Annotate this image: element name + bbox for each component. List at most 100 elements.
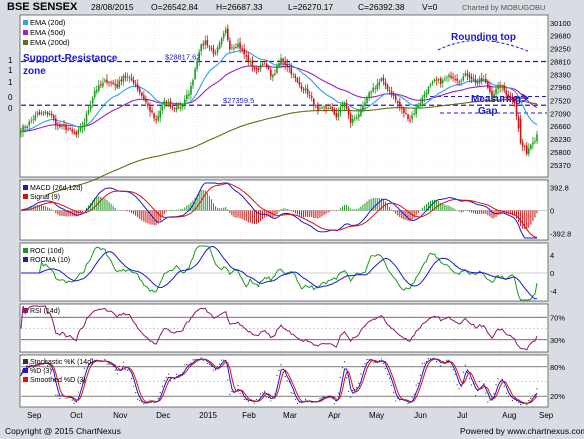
candle-body [132, 79, 135, 84]
candle-body [439, 78, 442, 84]
stochastic-k-dot [458, 388, 460, 390]
candle-body [98, 85, 100, 91]
stochastic-k-dot [57, 394, 59, 396]
candle-body [48, 113, 51, 115]
header-high: H=26687.33 [216, 2, 263, 12]
stochastic-k-dot [294, 398, 296, 401]
candle-body [239, 42, 241, 49]
stochastic-k-dot [305, 398, 307, 400]
stochastic-k-dot [417, 382, 419, 385]
candle-body [40, 113, 43, 114]
stochastic-k-dot [528, 399, 530, 402]
candle-body [134, 83, 137, 86]
stochastic-k-dot [65, 397, 67, 399]
candle-body [403, 108, 405, 113]
stochastic-k-dot [32, 366, 34, 368]
candle-body [401, 107, 403, 109]
candle-body [302, 89, 305, 91]
candle-body [192, 80, 194, 86]
indicator-tick-label: -4 [550, 287, 557, 296]
candle-body [405, 113, 407, 114]
legend-swatch [23, 368, 28, 373]
stochastic-k-dot [81, 380, 84, 382]
header-volume: V=0 [422, 2, 438, 12]
candle-body [100, 84, 102, 86]
candle-body [30, 120, 33, 122]
candle-body [392, 94, 395, 97]
stochastic-k-dot [167, 373, 170, 375]
stochastic-k-dot [206, 362, 208, 365]
candle-body [501, 86, 503, 88]
stochastic-k-dot [34, 363, 36, 365]
stochastic-k-dot [407, 402, 409, 405]
candle-body [337, 113, 340, 117]
stochastic-k-dot [470, 384, 473, 386]
candle-body [196, 61, 198, 70]
header-credit: Charted by MOBUGOBU [462, 3, 545, 12]
stochastic-k-dot [372, 361, 374, 363]
candle-body [386, 84, 389, 90]
x-tick-label: Aug [502, 411, 516, 420]
candle-body [145, 98, 147, 103]
legend-swatch [23, 30, 28, 35]
legend-entry: MACD (26d,12d) [30, 185, 83, 192]
candle-body [306, 88, 309, 94]
candle-body [456, 78, 458, 81]
indicator-tick-label: 20% [550, 392, 565, 401]
candle-body [534, 141, 536, 143]
candle-body [407, 114, 409, 120]
candle-body [296, 78, 299, 82]
stochastic-k-dot [143, 403, 145, 405]
stochastic-k-dot [202, 359, 204, 361]
candle-body [22, 125, 24, 132]
candle-body [470, 76, 473, 80]
indicator-tick-label: 4 [550, 251, 554, 260]
candle-body [212, 48, 215, 54]
candle-body [153, 113, 155, 119]
x-tick-label: May [369, 411, 384, 420]
candle-body [50, 113, 53, 116]
stochastic-k-dot [77, 391, 79, 393]
stochastic-k-dot [262, 392, 264, 394]
stochastic-k-dot [386, 373, 389, 375]
indicator-tick-label: -392.8 [550, 229, 571, 238]
stochastic-k-dot [241, 395, 243, 397]
candle-body [122, 76, 125, 82]
stochastic-k-dot [36, 361, 38, 363]
stochastic-k-dot [503, 385, 505, 387]
candle-body [91, 97, 94, 104]
stochastic-k-dot [44, 360, 47, 363]
stochastic-k-dot [184, 364, 186, 366]
price-tick-label: 27090 [550, 109, 571, 118]
candle-body [210, 47, 213, 49]
stochastic-k-dot [411, 396, 413, 399]
candle-body [423, 94, 426, 98]
candle-body [261, 63, 264, 65]
candle-body [171, 106, 174, 108]
stochastic-k-dot [83, 367, 86, 369]
candle-body [233, 47, 235, 49]
candle-body [124, 75, 127, 78]
stochastic-k-dot [419, 374, 421, 376]
stochastic-k-dot [368, 358, 370, 361]
stochastic-k-dot [157, 397, 159, 399]
stochastic-k-dot [468, 377, 471, 380]
candle-body [466, 73, 469, 76]
candle-body [489, 87, 491, 92]
stochastic-k-dot [247, 400, 249, 402]
candle-body [472, 78, 475, 81]
candle-body [136, 84, 139, 90]
candle-body [282, 58, 284, 63]
stochastic-k-dot [366, 358, 368, 361]
stochastic-k-dot [126, 369, 129, 371]
stochastic-k-dot [333, 403, 335, 405]
candle-body [353, 118, 356, 119]
candle-body [495, 89, 497, 94]
candle-body [476, 81, 479, 84]
macd-line [20, 182, 537, 239]
roc-line [21, 245, 538, 301]
stochastic-k-dot [393, 391, 395, 393]
candle-body [474, 79, 477, 83]
stochastic-k-dot [264, 390, 266, 392]
candle-body [517, 116, 520, 129]
